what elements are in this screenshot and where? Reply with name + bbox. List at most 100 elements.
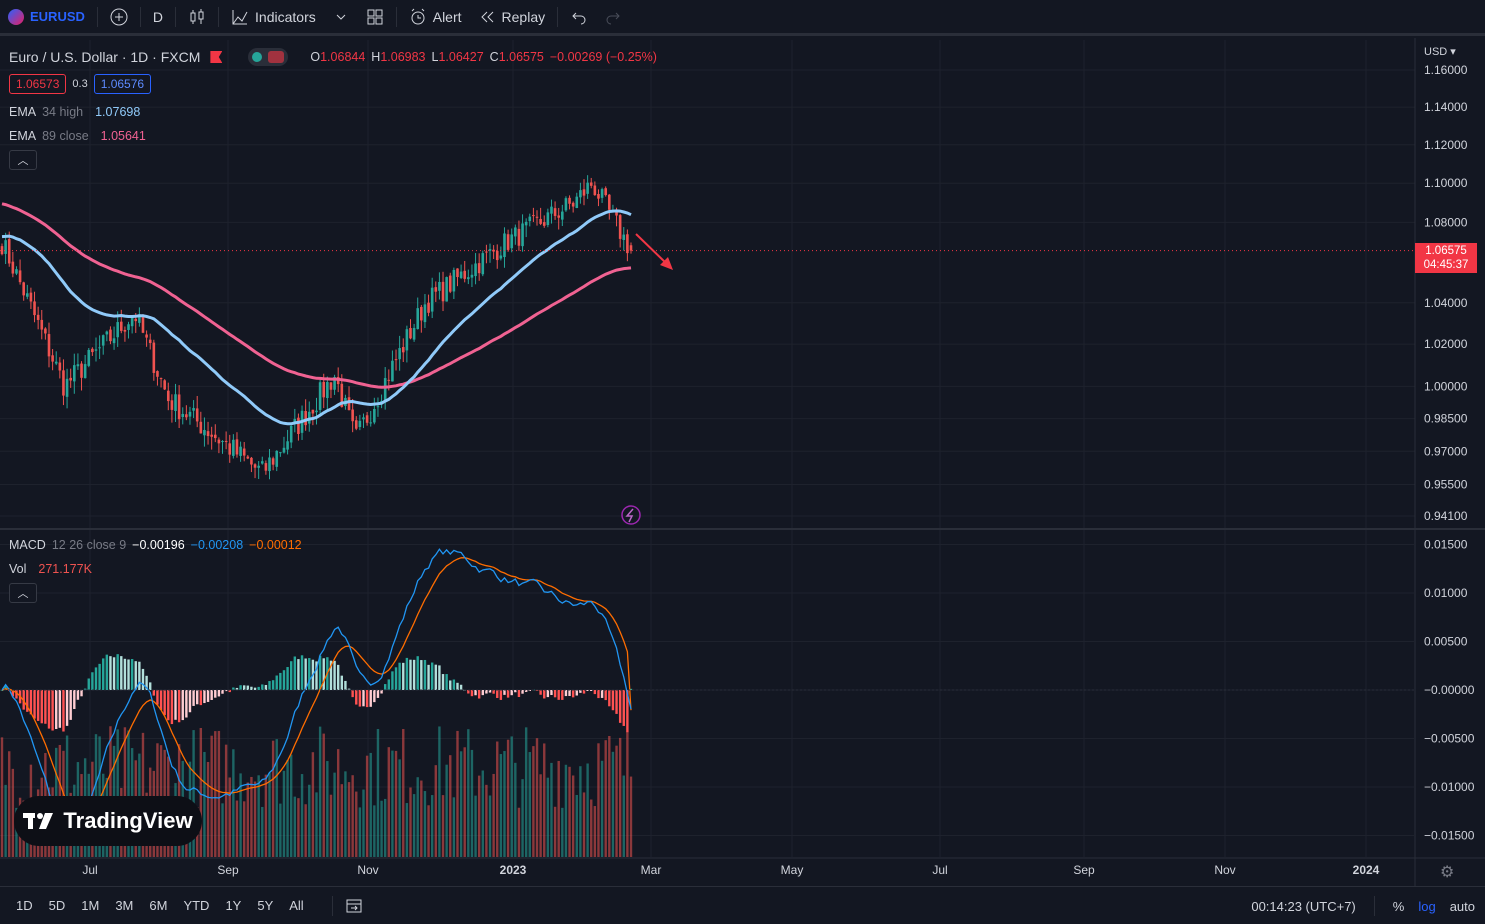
candle-body	[438, 282, 441, 291]
range-button-1y[interactable]: 1Y	[225, 898, 242, 913]
volume-bar	[380, 800, 383, 857]
macd-histogram-bar	[170, 690, 174, 725]
candle-body	[322, 381, 326, 398]
candle-body	[528, 216, 532, 222]
volume-bar	[109, 726, 112, 857]
range-button-1m[interactable]: 1M	[81, 898, 100, 913]
undo-button[interactable]	[562, 0, 596, 35]
candle-body	[326, 382, 329, 399]
macd-axis-label: 0.01000	[1424, 586, 1468, 600]
candle-body	[98, 347, 101, 349]
sell-price-button[interactable]: 1.06573	[9, 74, 67, 94]
log-scale-toggle[interactable]: log	[1418, 898, 1436, 914]
macd-histogram-bar	[449, 680, 452, 690]
goto-date-button[interactable]	[337, 888, 371, 924]
macd-histogram-bar	[492, 690, 495, 694]
candle-body	[618, 215, 622, 239]
chart-canvas[interactable]: 1.16000 1.14000 1.12000 1.10000 1.08000 1.040…	[0, 38, 1485, 886]
volume-bar	[550, 762, 553, 857]
market-status-toggle[interactable]	[248, 48, 289, 66]
replay-button[interactable]: Replay	[470, 0, 554, 35]
macd-histogram-bar	[510, 690, 513, 696]
price-axis-label: 1.16000	[1424, 63, 1468, 77]
volume-bar	[492, 773, 495, 857]
ohlc-close: C1.06575	[490, 50, 544, 64]
macd-histogram-bar	[564, 690, 568, 697]
time-axis-label: Mar	[641, 863, 662, 877]
tradingview-logo[interactable]: TradingView	[14, 796, 202, 846]
buy-price-button[interactable]: 1.06576	[93, 74, 152, 94]
collapse-macd-legend-button[interactable]: ︿	[9, 583, 37, 603]
chart-settings-gear-icon[interactable]: ⚙	[1440, 864, 1455, 881]
price-axis-label: 0.98500	[1424, 412, 1468, 426]
macd-histogram-bar	[315, 661, 318, 690]
time-axis-label: 2024	[1353, 863, 1380, 877]
candle-body	[282, 447, 286, 453]
chart-type-button[interactable]	[180, 0, 214, 35]
collapse-legend-button[interactable]: ︿	[9, 150, 37, 170]
volume-bar	[543, 743, 546, 857]
range-button-1d[interactable]: 1D	[16, 898, 33, 913]
macd-histogram-bar	[98, 663, 101, 690]
volume-bar	[214, 731, 217, 857]
volume-bar	[593, 806, 597, 857]
ema89-legend[interactable]: EMA 89 close 1.05641	[9, 129, 146, 143]
alert-button[interactable]: Alert	[401, 0, 470, 35]
tv-mark-icon	[23, 813, 54, 829]
currency-selector[interactable]: USD ▾	[1424, 46, 1456, 58]
ohlc-high: H1.06983	[371, 50, 425, 64]
volume-bar	[365, 755, 369, 857]
volume-bar	[279, 803, 282, 857]
macd-histogram-bar	[210, 690, 213, 700]
flag-icon[interactable]	[210, 51, 223, 63]
range-button-3m[interactable]: 3M	[115, 898, 134, 913]
candle-body	[615, 212, 618, 216]
clock-timezone[interactable]: 00:14:23 (UTC+7)	[1251, 898, 1356, 914]
macd-histogram-bar	[87, 678, 90, 690]
symbol-search-button[interactable]: EURUSD	[0, 0, 93, 35]
volume-bar	[441, 795, 445, 857]
auto-scale-toggle[interactable]: auto	[1449, 898, 1475, 914]
indicators-button[interactable]: Indicators	[223, 0, 324, 35]
volume-bar	[286, 759, 289, 857]
candle-body	[188, 411, 192, 417]
divider	[96, 6, 98, 27]
candle-body	[91, 348, 94, 353]
range-button-all[interactable]: All	[289, 898, 304, 913]
time-axis-label: May	[781, 863, 804, 877]
candle-body	[116, 322, 119, 338]
candle-body	[224, 440, 228, 442]
low-value: 1.06427	[438, 50, 484, 64]
ema89-line	[1, 202, 632, 389]
candle-body	[401, 347, 405, 353]
interval-button[interactable]: D	[145, 0, 171, 35]
candle-body	[279, 452, 282, 454]
candle-body	[434, 287, 438, 292]
range-button-ytd[interactable]: YTD	[183, 898, 210, 913]
macd-histogram-bar	[33, 690, 36, 719]
layouts-button[interactable]	[358, 0, 392, 35]
macd-histogram-bar	[214, 690, 217, 698]
macd-legend[interactable]: MACD 12 26 close 9 −0.00196 −0.00208 −0.…	[9, 538, 302, 552]
macd-histogram-bar	[456, 682, 459, 690]
candle-body	[394, 359, 398, 361]
range-button-6m[interactable]: 6M	[149, 898, 168, 913]
volume-bar	[387, 747, 390, 857]
macd-histogram-bar	[94, 667, 98, 690]
candle-body	[228, 443, 232, 455]
redo-button[interactable]	[596, 0, 630, 35]
percent-scale-toggle[interactable]: %	[1392, 898, 1405, 914]
volume-legend[interactable]: Vol 271.177K	[9, 562, 92, 576]
volume-bar	[11, 768, 15, 857]
range-button-5y[interactable]: 5Y	[257, 898, 274, 913]
bar-countdown: 04:45:37	[1423, 259, 1469, 271]
ema34-legend[interactable]: EMA 34 high 1.07698	[9, 105, 140, 119]
compare-button[interactable]	[102, 0, 136, 35]
candle-body	[127, 324, 130, 330]
ohlc-low: L1.06427	[432, 50, 484, 64]
templates-dropdown[interactable]	[324, 0, 358, 35]
candle-body	[561, 211, 564, 220]
macd-histogram-bar	[546, 690, 550, 698]
macd-histogram-bar	[73, 690, 76, 710]
range-button-5d[interactable]: 5D	[48, 898, 66, 913]
